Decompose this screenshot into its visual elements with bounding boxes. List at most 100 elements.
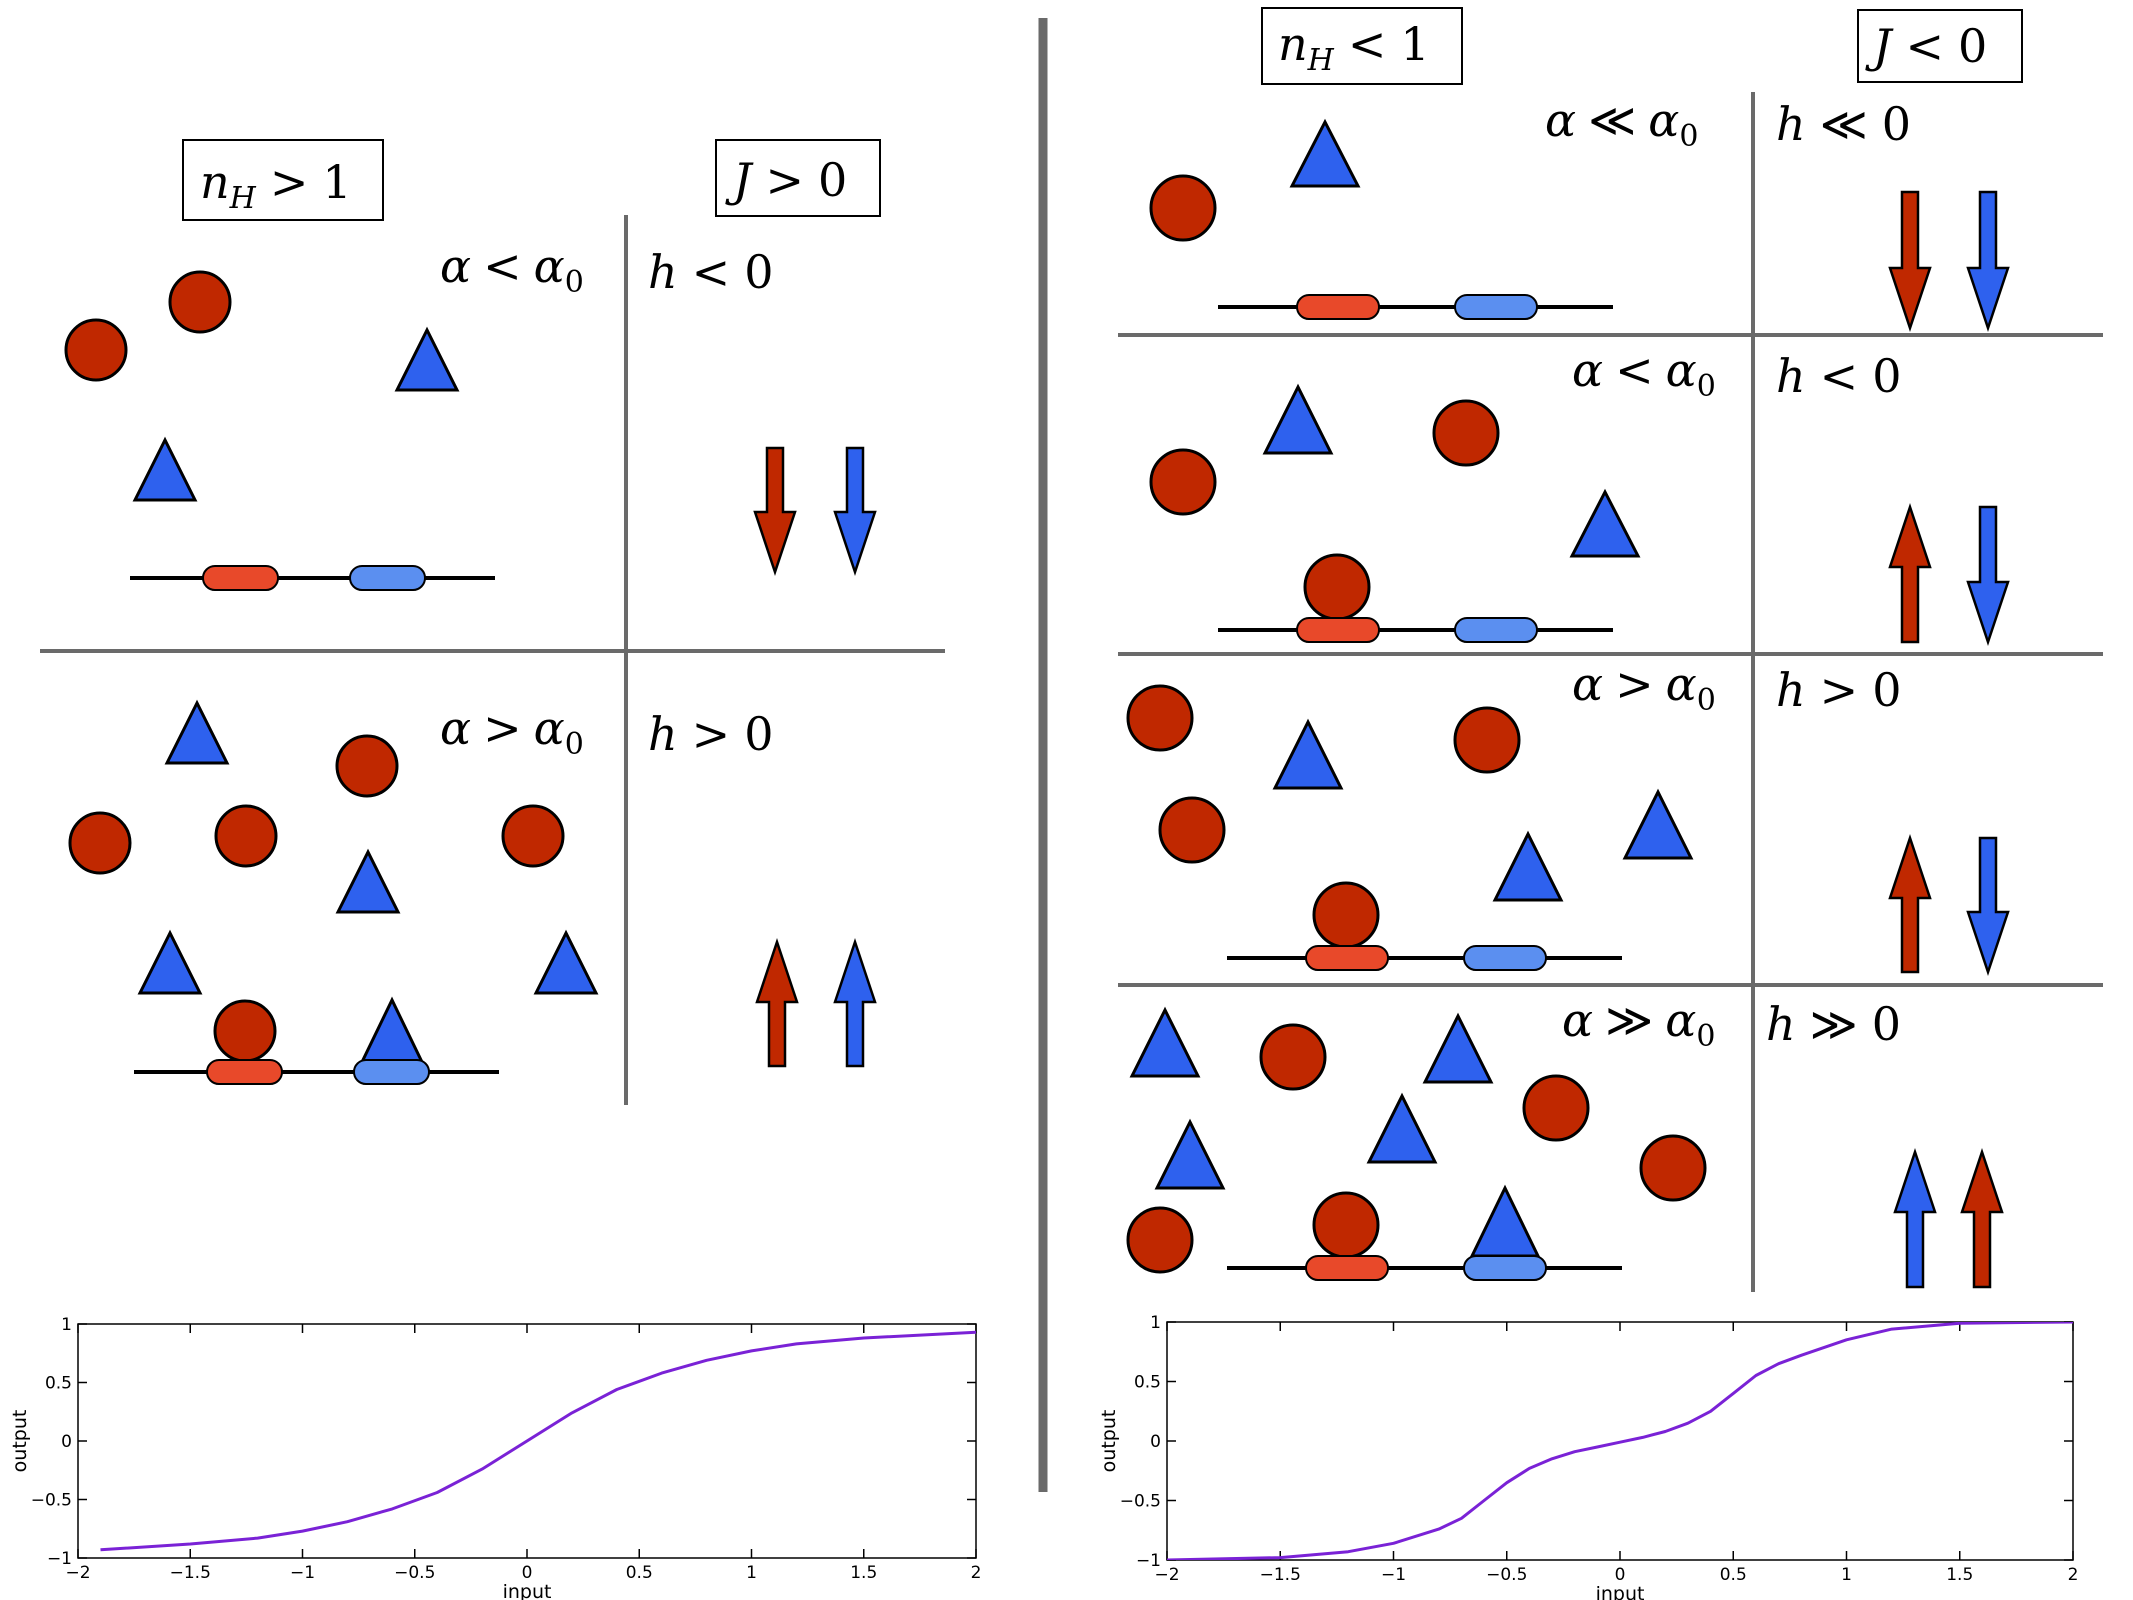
h-condition-right-3: h >0	[1776, 663, 1901, 717]
x-tick-label: −0.5	[1486, 1565, 1527, 1585]
y-tick-label: −0.5	[1120, 1492, 1161, 1512]
y-tick-label: 1	[1150, 1313, 1161, 1333]
red-binding-site	[1296, 617, 1380, 643]
blue-triangle	[1622, 788, 1694, 860]
red-binding-site	[202, 565, 279, 591]
red-spin-arrow-up	[1888, 834, 1932, 974]
svg-text:nH>1: nH >1	[200, 155, 352, 216]
y-tick-label: −1	[47, 1549, 72, 1569]
x-tick-label: 1	[1841, 1565, 1852, 1585]
blue-triangle	[1154, 1118, 1226, 1190]
h-condition-left-1: h <0	[648, 245, 773, 299]
alpha-condition-left-2: α > α0	[440, 701, 584, 762]
bound-red-circle	[213, 999, 277, 1063]
j-rel: <	[1905, 19, 1944, 73]
x-tick-label: 2	[971, 1563, 982, 1583]
h-condition-right-1: h ≪ 0	[1776, 97, 1911, 151]
label-j-right: J <0	[1857, 9, 2023, 83]
red-circle	[1453, 706, 1521, 774]
bound-red-circle	[1312, 1191, 1380, 1259]
alpha-condition-right-1: α ≪ α0	[1545, 93, 1698, 154]
y-tick-label: −0.5	[31, 1491, 72, 1511]
response-curve	[1167, 1322, 2073, 1560]
label-frame	[715, 139, 881, 217]
red-binding-site	[1305, 945, 1389, 971]
red-binding-site	[1305, 1255, 1389, 1281]
j-num: 0	[818, 153, 847, 207]
right-panel: nH <1 J <0 α ≪ α0 h ≪ 0 α < α0 h <0 α > α0 h >0 α ≫ α0…	[1118, 7, 2103, 1292]
label-frame	[1261, 7, 1463, 85]
red-spin-arrow-up	[755, 938, 799, 1068]
blue-binding-site	[1454, 294, 1538, 320]
j-rel: >	[765, 153, 804, 207]
red-circle	[1639, 1134, 1707, 1202]
blue-spin-arrow-down	[1966, 190, 2010, 332]
left-response-chart: −2 −1.5 −1 −0.5 0 0.5 1 1.5 2 1 0.5 0 −0.5 −1 input out…	[9, 1315, 981, 1600]
label-nh-right: nH <1	[1261, 7, 1463, 85]
blue-spin-arrow-down	[1966, 836, 2010, 976]
alpha-condition-right-3: α > α0	[1572, 657, 1716, 718]
y-axis-label: output	[9, 1410, 31, 1473]
blue-triangle	[1272, 718, 1344, 790]
x-tick-label: −1.5	[170, 1563, 211, 1583]
blue-triangle	[132, 436, 198, 502]
x-tick-label: 0.5	[1720, 1565, 1747, 1585]
red-circle	[1126, 1206, 1194, 1274]
nh-sub: H	[229, 181, 257, 216]
nh-var: n	[200, 155, 230, 209]
x-tick-label: −1	[290, 1563, 315, 1583]
nh-sub: H	[1307, 43, 1335, 78]
y-tick-label: 0.5	[45, 1374, 72, 1394]
x-tick-label: −0.5	[394, 1563, 435, 1583]
blue-binding-site	[1454, 617, 1538, 643]
nh-rel: <	[1348, 17, 1387, 71]
x-tick-label: 0	[1615, 1565, 1626, 1585]
h-condition-left-2: h >0	[648, 707, 773, 761]
red-spin-arrow-up	[1960, 1148, 2004, 1289]
blue-triangle	[1262, 383, 1334, 455]
bound-blue-triangle	[1469, 1184, 1541, 1258]
blue-triangle	[1289, 118, 1361, 188]
y-tick-label: −1	[1136, 1551, 1161, 1571]
alpha-condition-right-4: α ≫ α0	[1562, 993, 1715, 1054]
x-tick-label: −1	[1381, 1565, 1406, 1585]
red-circle	[1522, 1074, 1590, 1142]
svg-text:J<0: J <0	[1865, 19, 1987, 73]
blue-binding-site	[353, 1059, 430, 1085]
bound-red-circle	[1312, 881, 1380, 949]
nh-num: 1	[322, 155, 351, 209]
blue-spin-arrow-down	[1966, 505, 2010, 646]
svg-text:J>0: J >0	[725, 153, 847, 207]
nh-num: 1	[1400, 17, 1429, 71]
red-circle	[64, 318, 128, 382]
red-binding-site	[1296, 294, 1380, 320]
h-condition-right-4: h ≫ 0	[1766, 997, 1901, 1051]
bound-red-circle	[1303, 553, 1371, 621]
svg-text:nH<1: nH <1	[1278, 17, 1430, 78]
blue-spin-arrow-up	[1893, 1148, 1937, 1289]
red-spin-arrow-down	[1888, 190, 1932, 332]
blue-binding-site	[1463, 1255, 1547, 1281]
red-circle	[168, 270, 232, 334]
blue-triangle	[137, 929, 203, 995]
y-tick-label: 1	[61, 1315, 72, 1335]
red-spin-arrow-up	[1888, 503, 1932, 644]
left-panel: nH >1 J >0 α < α0 h <0 α > α0 h >0	[40, 139, 945, 1105]
label-nh-left: nH >1	[182, 139, 384, 221]
blue-triangle	[1366, 1092, 1438, 1164]
blue-triangle	[1492, 830, 1564, 902]
blue-triangle	[533, 929, 599, 995]
x-tick-label: −2	[1154, 1565, 1179, 1585]
x-tick-label: −2	[65, 1563, 90, 1583]
blue-spin-arrow-down	[833, 446, 877, 576]
y-axis-label: output	[1098, 1410, 1120, 1473]
blue-binding-site	[349, 565, 426, 591]
x-tick-label: 2	[2068, 1565, 2079, 1585]
x-tick-label: 1.5	[1946, 1565, 1973, 1585]
x-axis-label: input	[503, 1581, 552, 1600]
red-circle	[501, 804, 565, 868]
x-tick-label: 1	[746, 1563, 757, 1583]
y-tick-label: 0	[61, 1432, 72, 1452]
red-circle	[335, 734, 399, 798]
red-circle	[214, 804, 278, 868]
